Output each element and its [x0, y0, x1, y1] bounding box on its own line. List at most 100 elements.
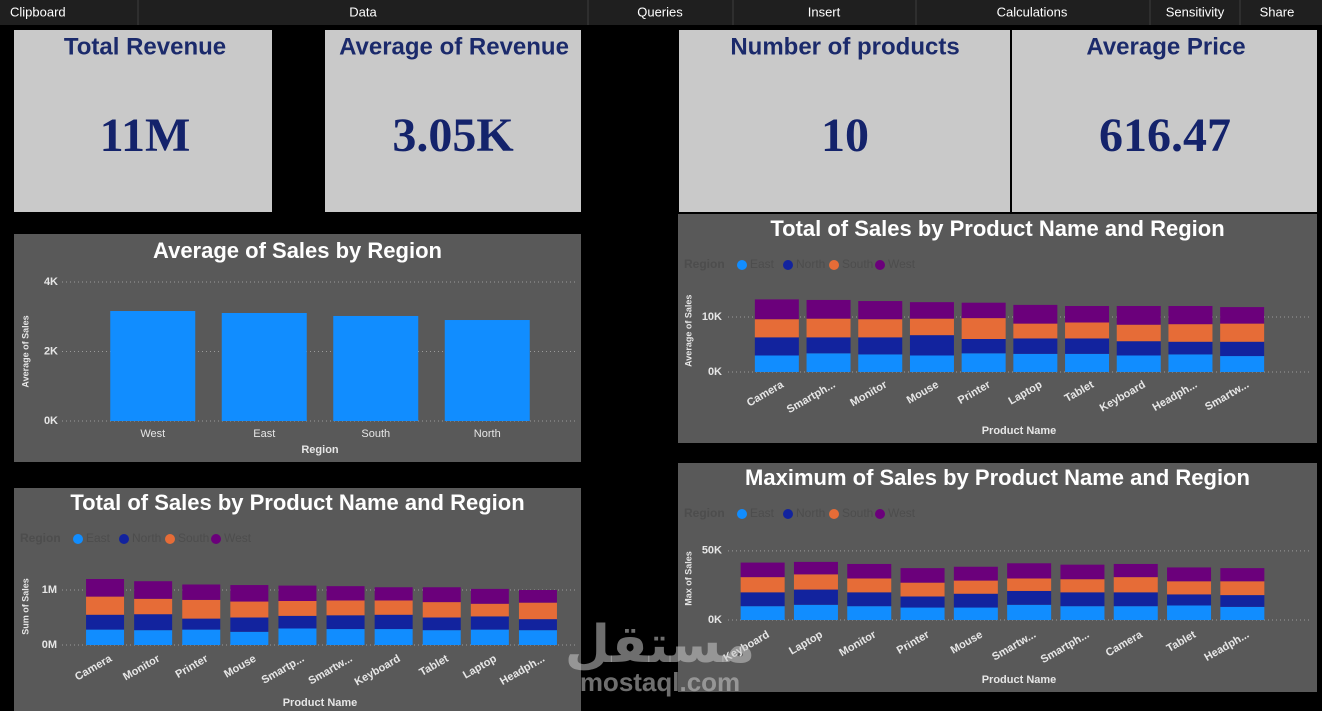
kpi-card [325, 30, 581, 212]
bar-segment [1220, 307, 1265, 324]
card-value: 11M [100, 109, 191, 162]
bar-segment [740, 592, 785, 607]
legend-marker [119, 534, 129, 544]
legend-label: East [86, 531, 111, 545]
bar-segment [909, 318, 954, 336]
y-axis-title: Sum of Sales [20, 578, 30, 635]
bar-segment [806, 353, 851, 372]
bar-segment [1060, 592, 1105, 607]
bar-segment [1007, 604, 1052, 620]
menu-item[interactable]: Sensitivity [1166, 4, 1225, 19]
menu-item[interactable]: Queries [637, 4, 683, 19]
bar-segment [806, 299, 851, 319]
bar-segment [470, 603, 509, 617]
menu-item[interactable]: Insert [808, 4, 841, 19]
bar-segment [953, 607, 998, 620]
y-tick-label: 2K [44, 345, 58, 357]
y-tick-label: 10K [702, 311, 722, 323]
bar-segment [422, 587, 461, 603]
bar-segment [953, 593, 998, 608]
bar-segment [1220, 568, 1265, 582]
bar-segment [182, 629, 221, 645]
bar-segment [858, 354, 903, 372]
y-tick-label: 1M [42, 584, 57, 596]
y-axis-title: Max of Sales [683, 551, 693, 606]
legend-label: North [132, 531, 161, 545]
bar-segment [1060, 564, 1105, 580]
menu-dividers [137, 0, 1241, 25]
bar-segment [1013, 338, 1058, 354]
x-axis-title: Region [301, 444, 339, 456]
kpi-card [1012, 30, 1317, 212]
bar-segment [793, 561, 838, 575]
legend-marker [211, 534, 221, 544]
bar-segment [1167, 581, 1212, 595]
bar-segment [86, 579, 125, 597]
watermark: مستقل [565, 615, 755, 675]
x-tick-label: South [361, 428, 390, 440]
bar-segment [858, 319, 903, 338]
bar-segment [793, 589, 838, 605]
bar-segment [1168, 306, 1213, 325]
y-tick-label: 4K [44, 276, 58, 288]
bar-segment [470, 616, 509, 630]
bar-segment [134, 598, 173, 615]
bar-segment [740, 562, 785, 578]
legend-marker [737, 260, 747, 270]
kpi-card [679, 30, 1010, 212]
bar-segment [1168, 354, 1213, 372]
x-tick-label: West [140, 428, 165, 440]
bar [221, 312, 307, 421]
legend-marker [829, 260, 839, 270]
card-title: Average of Revenue [339, 33, 569, 60]
legend-label: South [842, 506, 873, 520]
bar-segment [1013, 304, 1058, 324]
bar-segment [470, 629, 509, 645]
bar-segment [1220, 341, 1265, 357]
bar-segment [900, 607, 945, 620]
bar-segment [230, 585, 269, 602]
card-value: 3.05K [392, 109, 513, 162]
bar-segment [1007, 578, 1052, 591]
menu-item[interactable]: Share [1260, 4, 1295, 19]
bar-segment [900, 568, 945, 583]
bar-segment [422, 602, 461, 618]
x-tick-label: North [474, 428, 501, 440]
menu-item[interactable]: Calculations [997, 4, 1068, 19]
bar-segment [793, 574, 838, 590]
bar-segment [278, 615, 317, 629]
bar-segment [1220, 581, 1265, 596]
bar [444, 320, 530, 421]
menu-item[interactable]: Clipboard [10, 4, 66, 19]
legend-title: Region [684, 257, 725, 271]
legend-title: Region [684, 506, 725, 520]
bar-segment [182, 618, 221, 630]
y-tick-label: 0K [708, 614, 722, 626]
bar-segment [1013, 323, 1058, 339]
bar-segment [754, 337, 799, 356]
legend-marker [165, 534, 175, 544]
bar-segment [1007, 590, 1052, 605]
bar-segment [1220, 606, 1265, 620]
legend-label: East [750, 257, 775, 271]
bar-segment [1116, 341, 1161, 356]
x-tick-label: East [253, 428, 275, 440]
bar-segment [374, 587, 413, 601]
y-tick-label: 50K [702, 545, 722, 557]
chart-title: Maximum of Sales by Product Name and Reg… [745, 465, 1250, 490]
legend-title: Region [20, 531, 61, 545]
bar-segment [518, 619, 557, 631]
bar-segment [278, 628, 317, 645]
bar-segment [1065, 353, 1110, 372]
legend-marker [875, 260, 885, 270]
legend-marker [73, 534, 83, 544]
bar [110, 311, 196, 421]
bar-segment [1116, 306, 1161, 325]
bar-segment [847, 578, 892, 593]
chart-title: Total of Sales by Product Name and Regio… [70, 490, 524, 515]
bar-segment [909, 355, 954, 372]
card-title: Number of products [730, 33, 959, 60]
menu-item[interactable]: Data [349, 4, 377, 19]
bar-segment [86, 614, 125, 630]
